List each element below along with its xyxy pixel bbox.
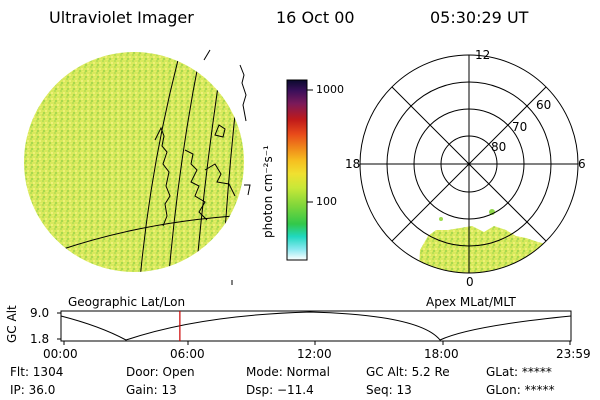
timeline-tick-3: 18:00 bbox=[424, 347, 459, 361]
mlt-0-label: 0 bbox=[466, 275, 474, 289]
status-ip: IP: 36.0 bbox=[10, 383, 56, 397]
observation-date: 16 Oct 00 bbox=[276, 8, 355, 27]
geographic-label: Geographic Lat/Lon bbox=[68, 295, 186, 309]
altitude-timeline bbox=[57, 310, 572, 345]
color-bar bbox=[286, 79, 313, 261]
colorbar-tick-1000: 1000 bbox=[316, 83, 344, 96]
timeline-tick-4: 23:59 bbox=[556, 347, 591, 361]
instrument-title: Ultraviolet Imager bbox=[49, 8, 194, 27]
status-seq: Seq: 13 bbox=[366, 383, 412, 397]
colorbar-tick-100: 100 bbox=[316, 195, 337, 208]
status-dsp: Dsp: −11.4 bbox=[246, 383, 314, 397]
status-glon: GLon: ***** bbox=[486, 383, 555, 397]
timeline-tick-1: 06:00 bbox=[170, 347, 205, 361]
polar-aurora-region bbox=[418, 226, 560, 273]
timeline-ymax: 9.0 bbox=[30, 306, 50, 320]
timeline-ymin: 1.8 bbox=[30, 332, 50, 346]
lat-80-label: 80 bbox=[491, 140, 507, 154]
mlt-6-label: 6 bbox=[578, 157, 586, 171]
mlt-18-label: 18 bbox=[345, 157, 361, 171]
polar-plot bbox=[359, 54, 579, 274]
status-mode: Mode: Normal bbox=[246, 365, 330, 379]
observation-time: 05:30:29 UT bbox=[430, 8, 529, 27]
status-flt: Flt: 1304 bbox=[10, 365, 64, 379]
colorbar-unit-label: photon cm⁻²s⁻¹ bbox=[261, 145, 275, 238]
lat-60-label: 60 bbox=[536, 98, 552, 112]
timeline-tick-0: 00:00 bbox=[43, 347, 78, 361]
status-door: Door: Open bbox=[126, 365, 195, 379]
mlt-12-label: 12 bbox=[475, 48, 491, 62]
timeline-tick-2: 12:00 bbox=[297, 347, 332, 361]
status-glat: GLat: ***** bbox=[486, 365, 552, 379]
earth-disk-image bbox=[24, 49, 251, 285]
apex-label: Apex MLat/MLT bbox=[426, 295, 516, 309]
status-gc-alt: GC Alt: 5.2 Re bbox=[366, 365, 450, 379]
status-gain: Gain: 13 bbox=[126, 383, 177, 397]
timeline-axis-label: GC Alt bbox=[5, 305, 19, 343]
lat-70-label: 70 bbox=[512, 120, 528, 134]
